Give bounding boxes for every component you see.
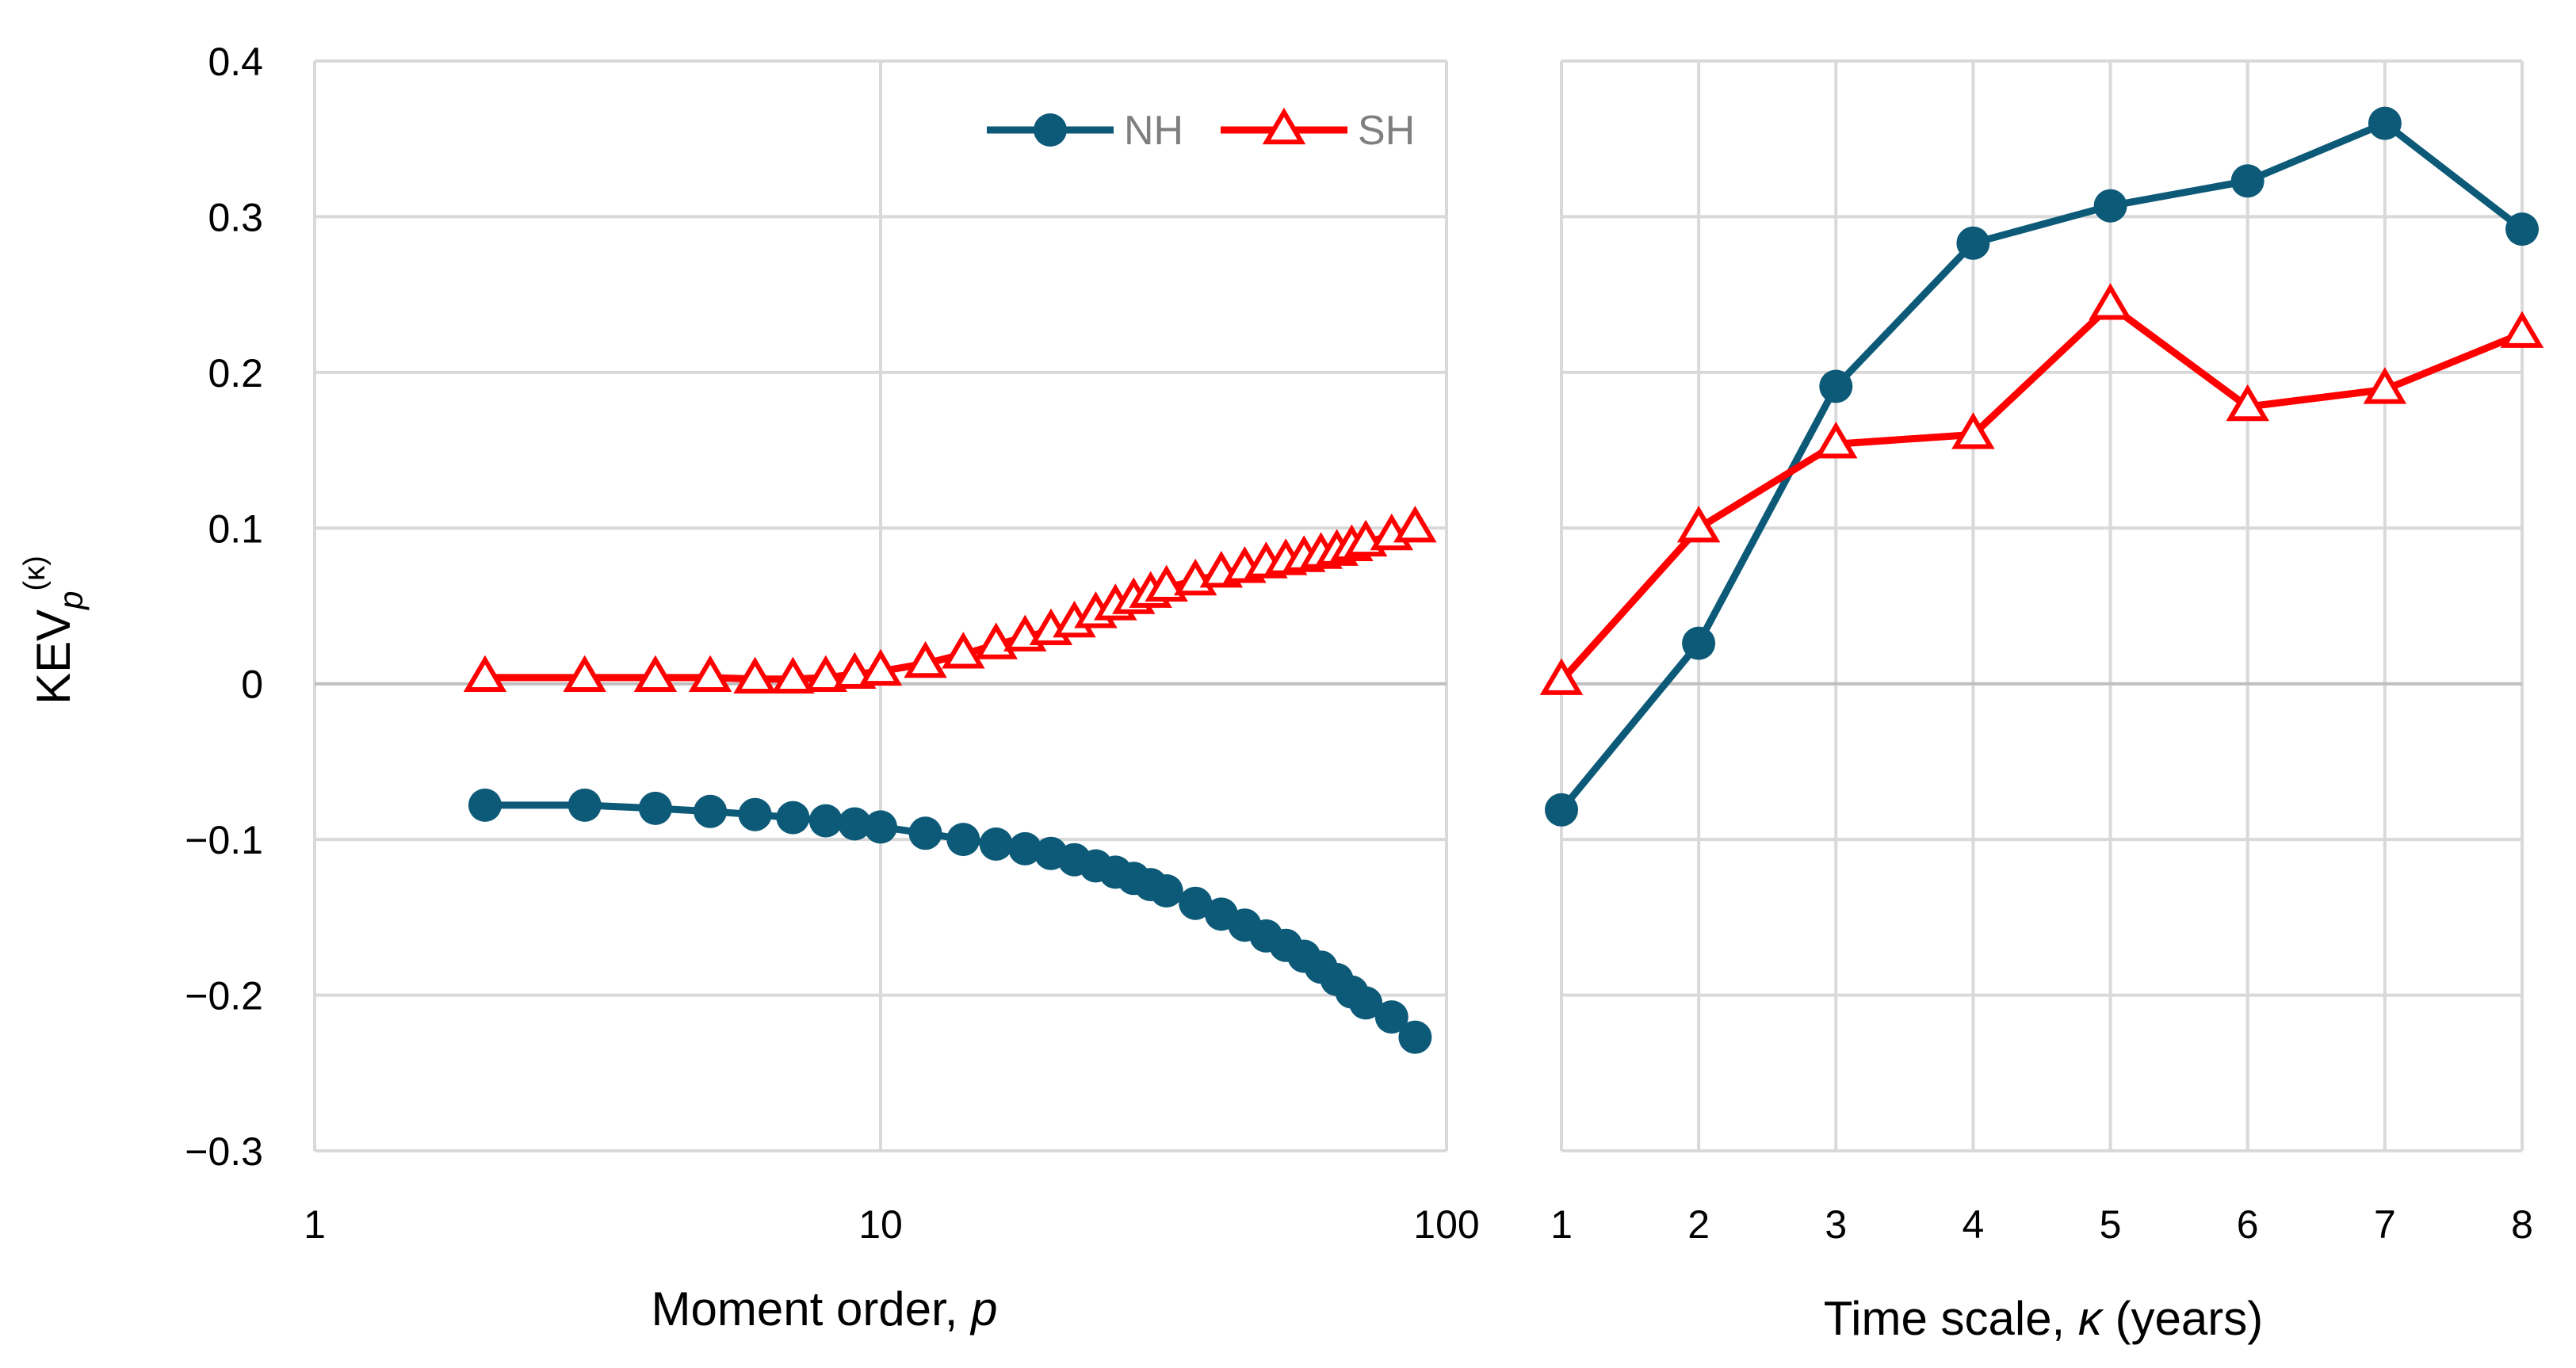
right-sh-point [2089, 283, 2132, 320]
right-sh-point [1676, 506, 1721, 543]
left-chart: −0.3 −0.2 −0.1 0 0.1 0.2 0.3 0.4 1 10 100 NH SH [185, 40, 1479, 1247]
left-nh-point [1008, 831, 1042, 866]
legend-sh-marker [1262, 107, 1306, 145]
left-x-axis-title: Moment order, p [652, 1282, 998, 1336]
left-nh-point [694, 794, 728, 828]
left-sh-point [804, 655, 848, 692]
left-x-axis-variable: p [969, 1282, 997, 1336]
left-nh-point [1374, 1000, 1408, 1034]
right-sh-point [2363, 367, 2407, 404]
right-chart: 1 2 3 4 5 6 7 8 [1539, 59, 2544, 1247]
left-sh-point [1393, 506, 1437, 543]
y-tick-label: −0.3 [185, 1129, 263, 1174]
right-x-tick-label: 2 [1687, 1202, 1710, 1247]
right-x-tick-label: 1 [1550, 1202, 1573, 1247]
left-nh-point [979, 827, 1013, 861]
left-sh-point [633, 655, 678, 692]
left-sh-point [858, 648, 903, 686]
right-x-tick-label: 4 [1963, 1202, 1985, 1247]
left-nh-point [838, 807, 872, 841]
right-x-tick-label: 5 [2100, 1202, 2122, 1247]
left-nh-point [776, 801, 810, 835]
right-nh-point [1682, 626, 1716, 660]
left-nh-point [738, 797, 772, 831]
left-nh-point [808, 804, 843, 838]
y-tick-label: 0 [241, 663, 263, 707]
right-x-tick-labels: 1 2 3 4 5 6 7 8 [1550, 1202, 2533, 1247]
left-series-group [463, 506, 1437, 1054]
right-sh-point [1814, 421, 1858, 459]
y-axis-superscript: (κ) [18, 556, 52, 590]
y-tick-label: 0.2 [208, 351, 263, 395]
left-sh-point [1145, 564, 1188, 602]
y-tick-label: −0.1 [185, 818, 263, 862]
right-sh-line [1558, 301, 2524, 683]
right-nh-point [2505, 212, 2539, 246]
y-tick-label: −0.2 [185, 974, 263, 1018]
right-sh-point [1951, 412, 1995, 449]
right-x-axis-variable: κ [2078, 1292, 2104, 1345]
y-axis-subscript: p [52, 590, 90, 610]
legend: NH SH [987, 107, 1415, 154]
y-axis-title-text: KEV [27, 609, 80, 705]
right-x-tick-label: 3 [1825, 1202, 1847, 1247]
left-sh-point [942, 632, 985, 669]
left-sh-point [563, 655, 606, 692]
right-nh-point [2093, 189, 2127, 223]
left-sh-point [733, 656, 777, 694]
left-nh-point [1349, 986, 1383, 1020]
left-nh-point [1149, 874, 1183, 908]
right-sh-point [2500, 311, 2544, 348]
right-sh-point [1539, 658, 1584, 695]
right-nh-point [2368, 106, 2402, 140]
y-tick-label: 0.1 [208, 506, 263, 551]
left-nh-point [468, 788, 502, 822]
right-gridlines [1560, 59, 2524, 1152]
right-nh-point [1956, 226, 1990, 260]
right-x-tick-label: 7 [2374, 1202, 2396, 1247]
legend-sh-label: SH [1358, 108, 1415, 154]
left-x-tick-labels: 1 10 100 [304, 1202, 1480, 1247]
left-nh-point [864, 810, 897, 844]
y-tick-label: 0.4 [208, 40, 263, 84]
right-nh-point [1545, 793, 1578, 827]
right-sh-point [2226, 384, 2269, 422]
left-nh-point [568, 788, 602, 822]
left-nh-point [1398, 1020, 1432, 1054]
left-nh-point [638, 791, 672, 825]
legend-nh-marker [1034, 113, 1067, 147]
y-axis-title: KEVp(κ) [18, 556, 90, 705]
y-tick-label: 0.3 [208, 195, 263, 239]
left-x-tick-label: 1 [304, 1202, 326, 1247]
right-x-tick-label: 6 [2237, 1202, 2259, 1247]
left-x-tick-label: 10 [858, 1202, 903, 1247]
left-nh-point [1179, 886, 1213, 920]
left-sh-point [463, 655, 507, 692]
right-series-group [1539, 106, 2544, 827]
left-sh-point [688, 655, 732, 692]
left-x-axis-title-text: Moment order, [652, 1282, 972, 1336]
right-nh-point [1819, 369, 1853, 403]
right-nh-point [2230, 164, 2265, 198]
right-nh-line [1558, 120, 2524, 812]
right-x-axis-title-text: Time scale, [1824, 1292, 2078, 1345]
left-y-tick-labels: −0.3 −0.2 −0.1 0 0.1 0.2 0.3 0.4 [185, 40, 263, 1174]
legend-nh-label: NH [1124, 108, 1183, 154]
left-sh-point [771, 656, 815, 694]
right-x-tick-label: 8 [2511, 1202, 2533, 1247]
left-nh-point [908, 816, 942, 850]
left-x-tick-label: 100 [1413, 1202, 1479, 1247]
left-sh-point [904, 640, 947, 678]
right-x-axis-title-suffix: (years) [2102, 1292, 2263, 1345]
right-x-axis-title: Time scale, κ (years) [1824, 1292, 2264, 1345]
left-nh-point [946, 823, 980, 857]
